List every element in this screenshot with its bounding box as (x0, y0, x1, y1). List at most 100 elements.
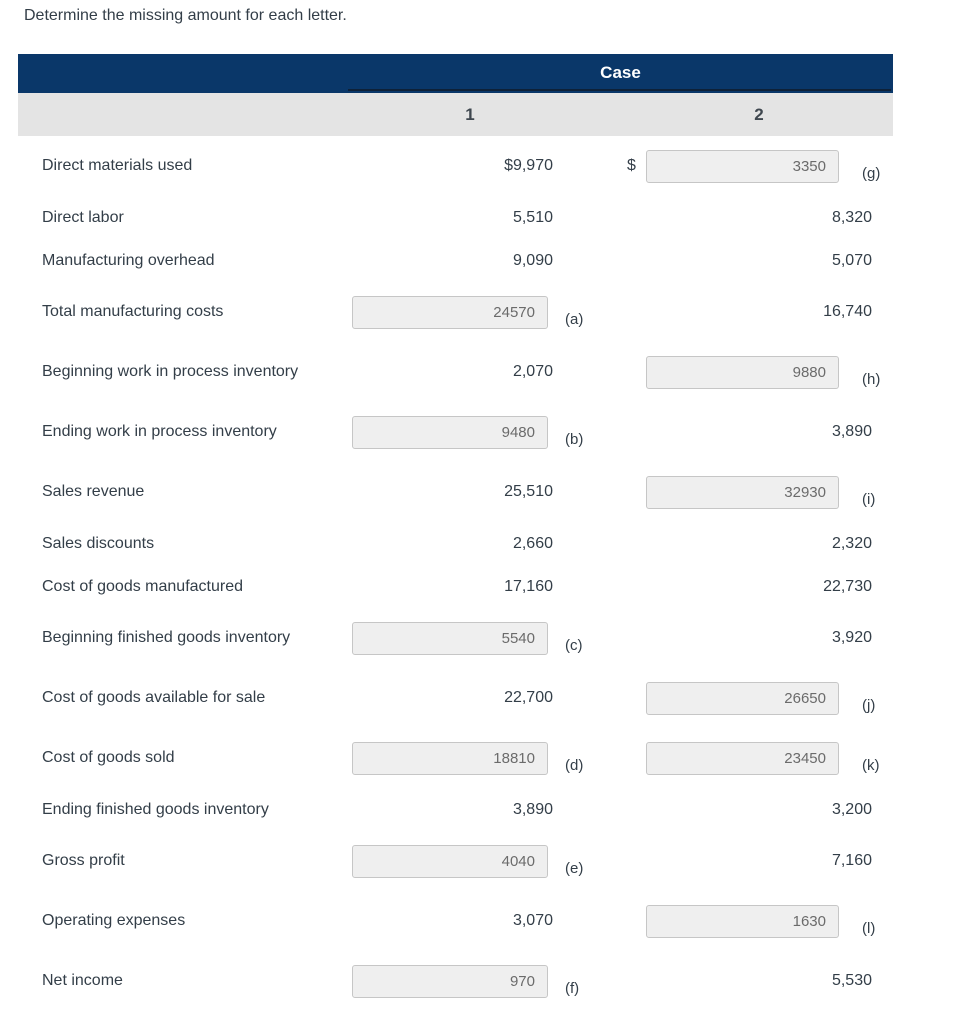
case2-cell: $ (g) (625, 136, 893, 196)
case1-value: 2,660 (512, 534, 553, 552)
row-label: Cost of goods sold (42, 749, 175, 766)
table-row: Net income (f) 5,530 (18, 951, 893, 1011)
table-row: Cost of goods manufactured 17,160 22,730 (18, 565, 893, 608)
table-row: Beginning finished goods inventory (c) 3,9… (18, 608, 893, 668)
case2-value: 3,920 (831, 629, 872, 646)
case2-cell: 3,890 (625, 402, 893, 462)
page-title: Determine the missing amount for each le… (24, 7, 347, 24)
case2-value: 2,320 (831, 534, 872, 552)
case1-cell: (e) (352, 831, 588, 891)
case2-cell: 3,200 (625, 788, 893, 831)
letter-label-d: (d) (565, 756, 584, 774)
letter-label-b: (b) (565, 430, 584, 448)
row-label: Sales revenue (42, 483, 145, 500)
case1-value: 22,700 (504, 689, 553, 706)
column-header-row: 1 2 (18, 93, 893, 136)
case1-cell: 2,660 (352, 522, 588, 565)
table-row: Manufacturing overhead 9,090 5,070 (18, 239, 893, 282)
case1-cell: (f) (352, 951, 588, 1011)
table-row: Beginning work in process inventory 2,070… (18, 342, 893, 402)
case2-value: 5,530 (831, 972, 872, 989)
row-label: Ending finished goods inventory (42, 800, 269, 818)
letter-label-e: (e) (565, 859, 584, 877)
table-row: Sales revenue 25,510 (i) (18, 462, 893, 522)
case2-cell: 5,070 (625, 239, 893, 282)
case-header: Case (600, 62, 641, 82)
case2-cell: (l) (625, 891, 893, 951)
column-header-case-2: 2 (754, 104, 764, 124)
case2-cell: (h) (625, 342, 893, 402)
case2-value: 3,890 (831, 423, 872, 440)
answer-input-l[interactable] (646, 904, 839, 938)
row-label: Beginning work in process inventory (42, 363, 299, 380)
case2-cell: 3,920 (625, 608, 893, 668)
case2-cell: 22,730 (625, 565, 893, 608)
case2-value: 5,070 (831, 251, 872, 269)
answer-input-d[interactable] (352, 741, 548, 775)
table-header-bar: Case (18, 54, 893, 93)
case1-value: 3,070 (512, 912, 553, 929)
answer-input-b[interactable] (352, 415, 548, 449)
row-label: Manufacturing overhead (42, 251, 215, 269)
case2-value: 22,730 (823, 577, 872, 595)
dollar-sign: $ (627, 157, 636, 174)
case2-value: 3,200 (831, 800, 872, 818)
answer-input-j[interactable] (646, 681, 839, 715)
table-row: Total manufacturing costs (a) 16,740 (18, 282, 893, 342)
table-row: Ending finished goods inventory 3,890 3,20… (18, 788, 893, 831)
case1-cell: (d) (352, 728, 588, 788)
case1-cell: 3,070 (352, 891, 588, 951)
row-label: Operating expenses (42, 912, 186, 929)
letter-label-f: (f) (565, 979, 580, 997)
table-body: Direct materials used $9,970 $ (g) Direct la… (18, 136, 893, 1011)
answer-input-h[interactable] (646, 355, 839, 389)
case2-value: 8,320 (831, 208, 872, 226)
case1-value: 25,510 (504, 483, 553, 500)
letter-label-h: (h) (862, 370, 881, 388)
answer-input-a[interactable] (352, 295, 548, 329)
case2-cell: 2,320 (625, 522, 893, 565)
case1-cell: (c) (352, 608, 588, 668)
case1-cell: 9,090 (352, 239, 588, 282)
worksheet-table: Case 1 2 Direct materials used $9,970 $ (g)… (18, 54, 893, 1011)
case1-cell: (b) (352, 402, 588, 462)
row-label: Ending work in process inventory (42, 423, 277, 440)
row-label: Gross profit (42, 852, 125, 869)
case1-cell: 17,160 (352, 565, 588, 608)
table-row: Ending work in process inventory (b) 3,890 (18, 402, 893, 462)
letter-label-j: (j) (862, 696, 876, 714)
answer-input-g[interactable] (646, 149, 839, 183)
table-row: Gross profit (e) 7,160 (18, 831, 893, 891)
letter-label-k: (k) (862, 756, 880, 774)
letter-label-l: (l) (862, 919, 876, 937)
case2-value: 7,160 (831, 852, 872, 869)
case2-cell: 5,530 (625, 951, 893, 1011)
table-row: Direct materials used $9,970 $ (g) (18, 136, 893, 196)
case1-value: 17,160 (504, 577, 553, 595)
case1-value: 9,090 (512, 251, 553, 269)
row-label: Direct materials used (42, 157, 193, 174)
case2-cell: 8,320 (625, 196, 893, 239)
case1-cell: 22,700 (352, 668, 588, 728)
table-row: Cost of goods sold (d) (k) (18, 728, 893, 788)
row-label: Sales discounts (42, 534, 155, 552)
case1-cell: 3,890 (352, 788, 588, 831)
case1-value: 2,070 (512, 363, 553, 380)
answer-input-k[interactable] (646, 741, 839, 775)
answer-input-i[interactable] (646, 475, 839, 509)
row-label: Total manufacturing costs (42, 303, 224, 320)
table-row: Direct labor 5,510 8,320 (18, 196, 893, 239)
row-label: Direct labor (42, 208, 124, 226)
letter-label-g: (g) (862, 164, 881, 182)
case2-cell: 16,740 (625, 282, 893, 342)
case2-cell: (k) (625, 728, 893, 788)
answer-input-f[interactable] (352, 964, 548, 998)
case1-value: 5,510 (512, 208, 553, 226)
case1-value: 3,890 (512, 800, 553, 818)
answer-input-e[interactable] (352, 844, 548, 878)
case1-cell: (a) (352, 282, 588, 342)
case-header-underline (348, 89, 891, 91)
answer-input-c[interactable] (352, 621, 548, 655)
case2-value: 16,740 (823, 303, 872, 320)
case1-cell: 5,510 (352, 196, 588, 239)
